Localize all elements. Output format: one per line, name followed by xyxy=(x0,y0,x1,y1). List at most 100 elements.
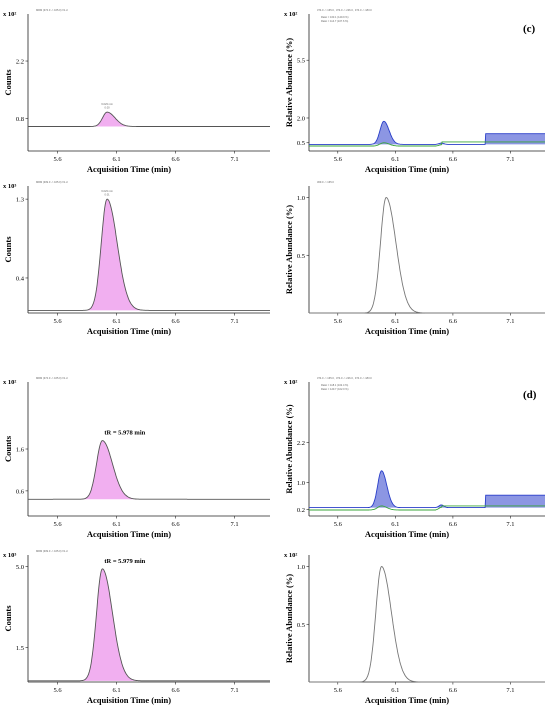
series-line-trace xyxy=(309,196,545,314)
header-text: MRM (374.0 -> 165.0) V1.d xyxy=(36,8,68,12)
x-axis-label: Acquisition Time (min) xyxy=(365,164,449,174)
y-tick-label: 0.5 xyxy=(297,253,305,260)
x-tick-label: 6.6 xyxy=(449,687,458,694)
x-tick-label: 6.1 xyxy=(391,521,399,528)
x-axis-label: Acquisition Time (min) xyxy=(365,695,449,705)
x-tick-label: 6.6 xyxy=(449,318,458,325)
x-axis-label: Acquisition Time (min) xyxy=(365,326,449,336)
x-tick-label: 6.1 xyxy=(391,318,399,325)
chart-c-bottom-right: 309.0 -> 165.0 5.6 6.1 6.6 7.1 0.5 1.0 Acquisit… xyxy=(284,180,545,336)
retention-time-annotation: tR = 5.979 min xyxy=(104,558,145,565)
y-tick-label: 1.0 xyxy=(297,480,305,487)
y-tick-label: 1.3 xyxy=(16,197,24,204)
scale-label: x 10³ xyxy=(3,552,16,559)
x-axis-label: Acquisition Time (min) xyxy=(87,529,171,539)
series-line-blue xyxy=(309,470,545,509)
panel-label-d: (d) xyxy=(523,389,537,401)
scale-label: x 10² xyxy=(284,11,297,18)
x-tick-label: 7.1 xyxy=(231,318,239,325)
chart-d-bottom-left: MRM (309.0 -> 165.0) V1.d x 10³ 5.6 6.1 6.6 7… xyxy=(3,549,270,705)
series-line-trace xyxy=(309,565,545,683)
header-text: 309.0 -> 165.0 xyxy=(317,180,334,184)
series-line-green xyxy=(309,141,545,147)
x-axis-label: Acquisition Time (min) xyxy=(87,695,171,705)
x-tick-label: 5.6 xyxy=(53,318,62,325)
chart-c-bottom-left: MRM (309.0 -> 165.0) V1.d x 10³ 5.6 6.1 6.6 7… xyxy=(3,180,270,336)
x-tick-label: 6.6 xyxy=(171,687,180,694)
y-axis-label: Counts xyxy=(3,69,13,96)
header-text: 374.0 -> 165.0 , 374.0 -> 226.0 , 374.0 … xyxy=(317,376,372,380)
y-tick-label: 1.0 xyxy=(297,195,305,202)
y-tick-label: 1.6 xyxy=(16,447,25,454)
peak-fill xyxy=(28,568,270,681)
x-axis-label: Acquisition Time (min) xyxy=(87,164,171,174)
series-line-green xyxy=(309,505,545,511)
series-line-trace xyxy=(28,198,270,311)
scale-label: x 10² xyxy=(3,379,16,386)
scale-label: x 10² xyxy=(3,11,16,18)
x-tick-label: 5.6 xyxy=(334,318,343,325)
series-line-trace xyxy=(28,111,270,127)
scale-label: x 10³ xyxy=(3,183,16,190)
chart-c-top-right: 374.0 -> 165.0 , 374.0 -> 226.0 , 374.0 … xyxy=(284,8,545,174)
y-axis-label: Relative Abundance (%) xyxy=(284,38,294,127)
header-text: MRM (309.0 -> 165.0) V1.d xyxy=(36,180,68,184)
peak-label: 6.023 min xyxy=(101,189,113,193)
peak-fill xyxy=(28,199,270,311)
y-tick-label: 0.4 xyxy=(16,275,25,282)
x-tick-label: 6.6 xyxy=(449,156,458,163)
chart-c-top-left: MRM (374.0 -> 165.0) V1.d x 10² 5.6 6.1 6.6 7… xyxy=(3,8,270,174)
legend-entry: Ratio = 114.7 (107.6 %) xyxy=(321,19,348,23)
legend-entry: Ratio = 163.1 (149.9 %) xyxy=(321,15,349,19)
series-line-trace xyxy=(28,568,270,682)
x-tick-label: 6.6 xyxy=(449,521,458,528)
x-tick-label: 7.1 xyxy=(231,156,239,163)
chart-d-top-left: MRM (374.0 -> 165.0) V1.d x 10² 5.6 6.1 6.6 7… xyxy=(3,376,270,539)
x-tick-label: 5.6 xyxy=(334,687,343,694)
y-tick-label: 0.5 xyxy=(297,140,305,147)
x-tick-label: 6.1 xyxy=(112,156,120,163)
x-tick-label: 5.6 xyxy=(334,156,343,163)
header-text: MRM (309.0 -> 165.0) V1.d xyxy=(36,549,68,553)
header-text: 374.0 -> 165.0 , 374.0 -> 226.0 , 374.0 … xyxy=(317,8,372,12)
x-axis-label: Acquisition Time (min) xyxy=(365,529,449,539)
x-tick-label: 5.6 xyxy=(334,521,343,528)
series-line-blue xyxy=(309,120,545,145)
peak-fill xyxy=(28,112,270,127)
x-tick-label: 6.1 xyxy=(112,521,120,528)
y-axis-label: Counts xyxy=(3,605,13,632)
y-tick-label: 2.0 xyxy=(297,115,305,122)
x-tick-label: 7.1 xyxy=(231,687,239,694)
x-tick-label: 6.6 xyxy=(171,318,180,325)
retention-time-annotation: tR = 5.978 min xyxy=(104,430,145,437)
x-tick-label: 6.6 xyxy=(171,521,180,528)
x-tick-label: 5.6 xyxy=(53,156,62,163)
legend-entry: Ratio = 120.7 (102.0 %) xyxy=(321,387,349,391)
peak-label: 6.023 min xyxy=(101,102,113,106)
y-tick-label: 1.0 xyxy=(297,564,305,571)
peak-fill xyxy=(309,470,545,508)
y-tick-label: 0.8 xyxy=(16,116,24,123)
chart-d-bottom-right: x 10² 5.6 6.1 6.6 7.1 0.5 1.0 Acquisition Time … xyxy=(284,552,545,705)
y-tick-label: 5.5 xyxy=(297,58,305,65)
x-tick-label: 7.1 xyxy=(506,156,514,163)
x-tick-label: 7.1 xyxy=(231,521,239,528)
legend-entry: Ratio = 118.1 (102.4 %) xyxy=(321,383,348,387)
y-tick-label: 1.5 xyxy=(16,645,24,652)
x-tick-label: 5.6 xyxy=(53,521,62,528)
panel-label-c: (c) xyxy=(523,23,536,35)
y-axis-label: Relative Abundance (%) xyxy=(284,404,294,493)
peak-fill xyxy=(309,121,545,145)
series-line-trace xyxy=(28,440,270,500)
peak-label-sub: 0.01 xyxy=(105,193,111,197)
x-axis-label: Acquisition Time (min) xyxy=(87,326,171,336)
x-tick-label: 6.1 xyxy=(391,687,399,694)
y-axis-label: Counts xyxy=(3,236,13,263)
x-tick-label: 7.1 xyxy=(506,318,514,325)
y-tick-label: 0.6 xyxy=(16,488,25,495)
y-axis-label: Counts xyxy=(3,435,13,462)
x-tick-label: 6.6 xyxy=(171,156,180,163)
y-tick-label: 0.2 xyxy=(297,507,305,514)
header-text: MRM (374.0 -> 165.0) V1.d xyxy=(36,376,68,380)
